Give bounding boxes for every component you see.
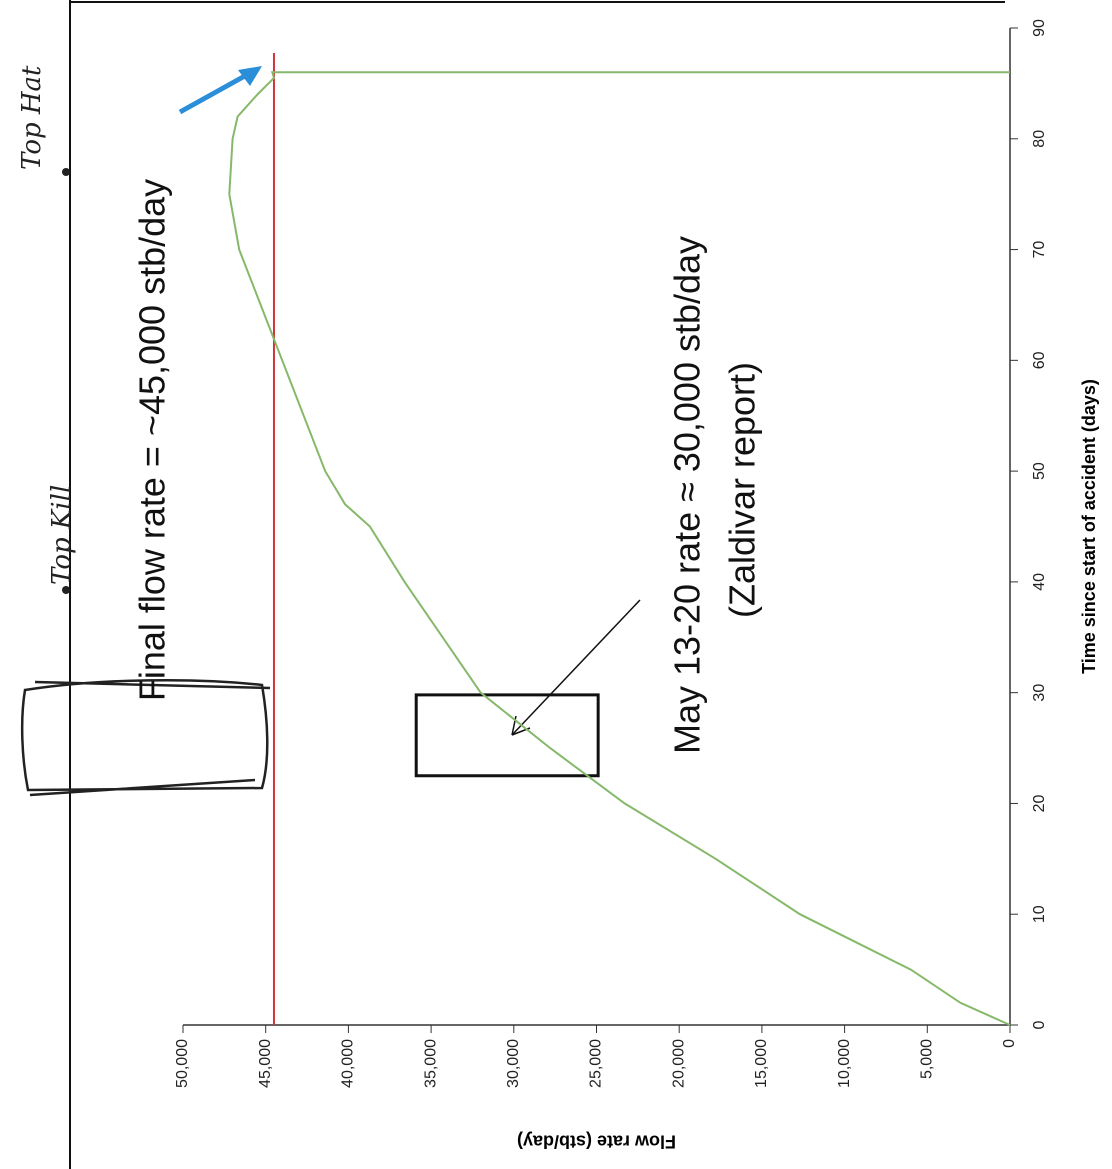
x-tick-label: 90 bbox=[1031, 19, 1048, 37]
hand-dot bbox=[62, 168, 70, 176]
y-tick-label: 10,000 bbox=[836, 1039, 853, 1088]
x-axis-title: Time since start of accident (days) bbox=[1079, 379, 1099, 674]
y-tick-label: 50,000 bbox=[174, 1039, 191, 1088]
rate-box bbox=[414, 693, 600, 778]
x-tick-label: 70 bbox=[1031, 241, 1048, 259]
blue-arrow-head bbox=[238, 66, 262, 86]
y-tick-label: 20,000 bbox=[670, 1039, 687, 1088]
x-tick-label: 50 bbox=[1031, 462, 1048, 480]
flow-line bbox=[228, 71, 1011, 1026]
annotation: May 13-20 rate ≈ 30,000 stb/day bbox=[667, 236, 708, 754]
hand-dot bbox=[62, 586, 70, 594]
annotation: Final flow rate = ~45,000 stb/day bbox=[132, 179, 173, 701]
y-axis-title: Flow rate (stb/day) bbox=[517, 1131, 676, 1151]
x-tick-label: 20 bbox=[1031, 794, 1048, 812]
y-tick-label: 30,000 bbox=[505, 1039, 522, 1088]
y-tick-label: 40,000 bbox=[340, 1039, 357, 1088]
x-tick-label: 30 bbox=[1031, 684, 1048, 702]
x-tick-label: 10 bbox=[1031, 905, 1048, 923]
handwritten-note: Top Hat bbox=[17, 65, 47, 170]
x-tick-label: 0 bbox=[1031, 1020, 1048, 1029]
y-tick-label: 5,000 bbox=[919, 1039, 936, 1079]
y-tick-label: 15,000 bbox=[753, 1039, 770, 1088]
arrow bbox=[511, 599, 641, 736]
plot: 0 5,000 10,000 15,000 20,000 25,000 30,000 35,0… bbox=[17, 19, 1099, 1151]
handwritten-note: Top Kill bbox=[47, 485, 77, 585]
x-tick-label: 40 bbox=[1031, 573, 1048, 591]
annotation: (Zaldivar report) bbox=[722, 362, 763, 618]
blue-arrow bbox=[178, 69, 254, 115]
x-tick-label: 60 bbox=[1031, 351, 1048, 369]
y-tick-label: 35,000 bbox=[422, 1039, 439, 1088]
y-tick-label: 0 bbox=[1001, 1039, 1018, 1048]
x-tick-label: 80 bbox=[1031, 130, 1048, 148]
hand-drawn-box bbox=[20, 679, 271, 797]
y-tick-label: 45,000 bbox=[257, 1039, 274, 1088]
y-tick-label: 25,000 bbox=[588, 1039, 605, 1088]
